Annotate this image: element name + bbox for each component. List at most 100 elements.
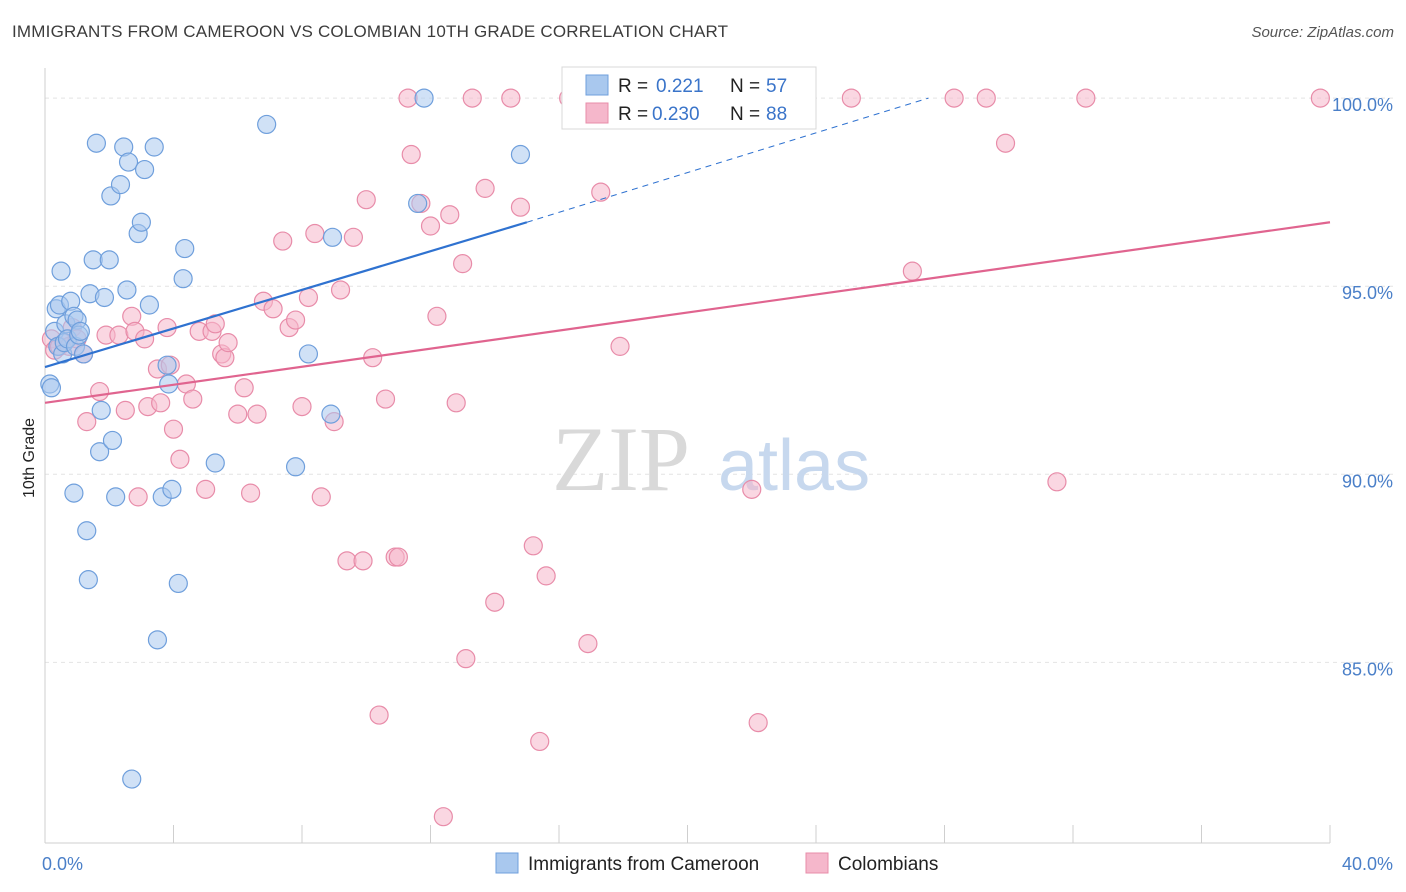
series-legend-label-cameroon[interactable]: Immigrants from Cameroon — [528, 854, 759, 875]
colombians-point — [995, 133, 1016, 153]
colombians-point — [501, 88, 521, 108]
colombians-point — [742, 479, 762, 499]
colombians-point — [944, 88, 964, 108]
colombians-point — [241, 483, 261, 503]
colombians-point — [485, 592, 505, 612]
colombians-point — [902, 261, 922, 281]
colombians-point — [128, 487, 148, 507]
cameroon-point — [99, 250, 119, 270]
colombians-point — [1047, 472, 1067, 492]
colombians-point — [337, 551, 357, 571]
colombians-point — [1076, 88, 1096, 108]
legend-n-value-cameroon: 57 — [766, 76, 787, 97]
cameroon-point — [118, 152, 139, 172]
colombians-point — [77, 412, 97, 432]
legend-r-label-cameroon: R = — [618, 76, 648, 97]
cameroon-point — [86, 133, 107, 153]
cameroon-point — [173, 269, 193, 289]
cameroon-point — [106, 487, 126, 507]
legend-n-value-colombians: 88 — [766, 104, 787, 125]
series-legend-swatch-cameroon[interactable] — [495, 852, 519, 874]
colombians-point — [433, 807, 453, 827]
y-axis-label: 10th Grade — [21, 418, 38, 498]
colombians-point — [109, 325, 129, 345]
colombians-point — [170, 449, 190, 469]
watermark-atlas: atlas — [718, 426, 870, 506]
legend-r-value-colombians: 0.230 — [652, 104, 700, 125]
cameroon-point — [110, 175, 131, 195]
colombians-point — [330, 280, 351, 300]
colombians-point — [841, 88, 861, 108]
colombians-point — [196, 479, 216, 499]
trend-layer — [44, 97, 1331, 404]
colombians-point — [388, 547, 408, 567]
cameroon-point — [408, 193, 428, 214]
cameroon-point — [83, 250, 103, 270]
colombians-point — [263, 299, 283, 319]
colombians-point — [591, 182, 611, 202]
colombians-point — [446, 393, 466, 413]
cameroon-point — [205, 453, 225, 473]
colombians-point — [578, 634, 598, 654]
cameroon-point — [94, 287, 115, 308]
cameroon-point — [162, 479, 182, 499]
cameroon-point — [90, 442, 110, 462]
colombians-trend-line — [44, 221, 1331, 404]
colombians-point — [748, 713, 768, 733]
colombians-point — [456, 649, 476, 669]
legend-r-value-cameroon: 0.221 — [656, 76, 704, 97]
chart-title: IMMIGRANTS FROM CAMEROON VS COLOMBIAN 10… — [12, 22, 729, 41]
colombians-point — [228, 404, 248, 424]
cameroon-point — [510, 144, 531, 165]
colombians-point — [305, 223, 325, 244]
colombians-point — [247, 404, 267, 424]
colombians-point — [311, 487, 331, 507]
cameroon-point — [168, 573, 188, 594]
colombians-point — [369, 705, 389, 725]
colombians-point — [234, 378, 254, 398]
legend-n-label-colombians: N = — [730, 104, 760, 125]
cameroon-point — [157, 355, 177, 375]
x-tick-label-max: 40.0% — [1342, 854, 1393, 874]
y-tick-label: 90.0% — [1342, 471, 1393, 491]
colombians-point — [292, 396, 312, 417]
colombians-point — [273, 231, 293, 251]
colombians-point — [375, 389, 396, 409]
source-label: Source: ZipAtlas.com — [1251, 24, 1394, 41]
watermark-zip: ZIP — [552, 408, 690, 510]
cameroon-point — [175, 238, 195, 259]
series-legend-swatch-colombians[interactable] — [805, 852, 829, 874]
points-layer — [40, 88, 1330, 827]
colombians-point — [536, 566, 556, 586]
cameroon-point — [117, 280, 137, 300]
legend-n-label-cameroon: N = — [730, 76, 760, 97]
colombians-point — [398, 88, 418, 108]
colombians-point — [440, 205, 460, 225]
cameroon-point — [414, 88, 434, 108]
cameroon-point — [285, 457, 306, 477]
colombians-point — [343, 227, 363, 247]
colombians-point — [298, 287, 319, 308]
colombians-point — [163, 419, 184, 439]
axis-layer: 85.0% 90.0% 95.0% 100.0% 0.0% 40.0% — [42, 68, 1393, 874]
colombians-point — [523, 536, 543, 556]
colombians-point — [610, 336, 630, 356]
cameroon-point — [122, 769, 142, 789]
colombians-point — [90, 381, 110, 402]
colombians-point — [976, 88, 996, 108]
cameroon-point — [78, 570, 98, 590]
legend-swatch-colombians — [585, 102, 609, 124]
colombians-point — [285, 310, 306, 330]
y-tick-label: 85.0% — [1342, 659, 1393, 679]
cameroon-point — [41, 378, 62, 398]
y-tick-label: 100.0% — [1332, 95, 1393, 115]
cameroon-point — [257, 114, 277, 135]
y-tick-label: 95.0% — [1342, 283, 1393, 303]
series-legend-label-colombians[interactable]: Colombians — [838, 854, 938, 875]
cameroon-point — [64, 483, 84, 503]
colombians-point — [356, 190, 376, 210]
cameroon-point — [91, 400, 111, 420]
cameroon-point — [139, 295, 160, 315]
cameroon-point — [70, 321, 90, 341]
